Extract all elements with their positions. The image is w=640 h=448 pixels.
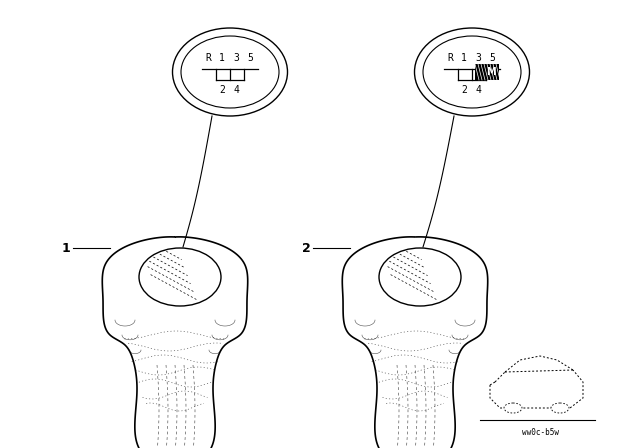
- Text: 3: 3: [233, 53, 239, 63]
- Bar: [475, 64, 499, 80]
- Text: 5: 5: [489, 53, 495, 63]
- Text: 2: 2: [301, 241, 310, 254]
- Text: R: R: [205, 53, 211, 63]
- Ellipse shape: [379, 248, 461, 306]
- Text: 1: 1: [219, 53, 225, 63]
- Polygon shape: [342, 237, 488, 448]
- Text: 2: 2: [219, 85, 225, 95]
- Text: 5: 5: [247, 53, 253, 63]
- Ellipse shape: [181, 36, 279, 108]
- Ellipse shape: [415, 28, 529, 116]
- Text: ww0c-b5w: ww0c-b5w: [522, 427, 559, 436]
- Text: M: M: [486, 67, 495, 77]
- Ellipse shape: [423, 36, 521, 108]
- Text: 4: 4: [233, 85, 239, 95]
- Text: 1: 1: [61, 241, 70, 254]
- Polygon shape: [102, 237, 248, 448]
- Text: 3: 3: [475, 53, 481, 63]
- Ellipse shape: [551, 403, 569, 413]
- Ellipse shape: [173, 28, 287, 116]
- Text: 2: 2: [461, 85, 467, 95]
- Text: 4: 4: [475, 85, 481, 95]
- Text: R: R: [447, 53, 453, 63]
- Text: 1: 1: [461, 53, 467, 63]
- Ellipse shape: [139, 248, 221, 306]
- Ellipse shape: [504, 403, 522, 413]
